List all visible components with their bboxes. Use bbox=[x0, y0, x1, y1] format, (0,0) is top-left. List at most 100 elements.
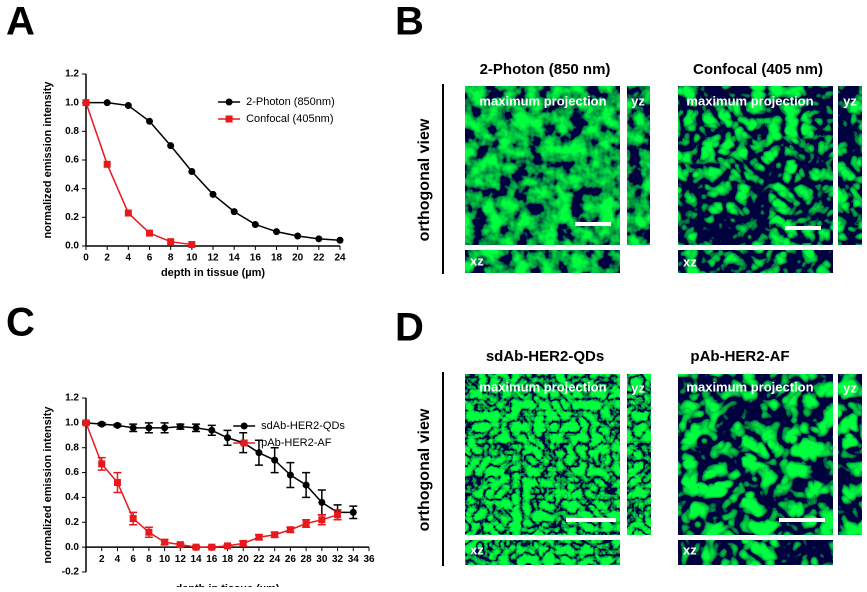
y-tick-label: 0.8 bbox=[65, 442, 79, 453]
y-tick-label: 0.8 bbox=[65, 126, 79, 137]
x-tick-label: 36 bbox=[363, 554, 375, 565]
x-tick-label: 16 bbox=[250, 253, 262, 264]
marker bbox=[286, 471, 294, 479]
marker bbox=[161, 424, 169, 432]
panel-label: B bbox=[395, 0, 424, 44]
y-tick-label: -0.2 bbox=[62, 567, 80, 578]
yz-label: yz bbox=[631, 380, 645, 395]
xz-label: xz bbox=[470, 253, 484, 268]
x-tick-label: 16 bbox=[206, 554, 218, 565]
marker bbox=[318, 498, 326, 506]
marker bbox=[302, 481, 310, 489]
xz-label: xz bbox=[470, 542, 484, 557]
marker bbox=[167, 238, 175, 246]
marker bbox=[192, 424, 200, 432]
series-line bbox=[85, 102, 192, 246]
x-tick-label: 4 bbox=[126, 253, 132, 264]
marker bbox=[336, 236, 344, 244]
x-tick-label: 20 bbox=[292, 253, 304, 264]
marker bbox=[98, 420, 106, 428]
marker bbox=[349, 508, 357, 516]
micrograph-yz bbox=[838, 374, 862, 535]
y-tick-label: 1.2 bbox=[65, 69, 79, 80]
micrograph-xz bbox=[678, 250, 833, 273]
legend-label: sdAb-HER2-QDs bbox=[261, 420, 345, 432]
marker bbox=[273, 228, 280, 236]
marker bbox=[145, 528, 153, 536]
yz-label: yz bbox=[843, 380, 857, 395]
image-overlay: maximum projection bbox=[686, 379, 813, 394]
y-tick-label: 1.0 bbox=[65, 417, 79, 428]
marker bbox=[224, 434, 231, 442]
yz-label: yz bbox=[631, 93, 645, 108]
y-tick-label: 0.4 bbox=[65, 492, 79, 503]
micrograph bbox=[678, 374, 833, 535]
micrograph-xz bbox=[465, 250, 620, 273]
x-axis-label: depth in tissue (µm) bbox=[161, 267, 265, 279]
marker bbox=[124, 209, 132, 217]
x-tick-label: 14 bbox=[190, 554, 202, 565]
micrograph bbox=[465, 86, 620, 245]
x-tick-label: 10 bbox=[186, 253, 198, 264]
micrograph-xz bbox=[465, 540, 620, 565]
marker bbox=[176, 541, 184, 549]
side-label: orthogonal view bbox=[416, 118, 433, 241]
image-title: 2-Photon (850 nm) bbox=[480, 61, 611, 78]
marker bbox=[82, 419, 90, 427]
micrograph-yz bbox=[627, 86, 650, 245]
y-tick-label: 0.2 bbox=[65, 517, 79, 528]
y-tick-label: 1.0 bbox=[65, 97, 79, 108]
x-tick-label: 6 bbox=[130, 554, 136, 565]
x-tick-label: 26 bbox=[285, 554, 297, 565]
y-tick-label: 0.6 bbox=[65, 155, 79, 166]
marker bbox=[129, 515, 137, 523]
marker bbox=[318, 516, 326, 524]
xz-label: xz bbox=[683, 254, 697, 269]
marker bbox=[286, 526, 294, 534]
scale-bar bbox=[575, 222, 611, 226]
y-axis-label: normalized emission intensity bbox=[42, 406, 54, 564]
image-title: pAb-HER2-AF bbox=[690, 348, 789, 365]
image-title: Confocal (405 nm) bbox=[693, 61, 823, 78]
x-tick-label: 32 bbox=[332, 554, 344, 565]
marker bbox=[208, 426, 216, 434]
x-tick-label: 12 bbox=[175, 554, 187, 565]
x-axis-label: depth in tissue (µm) bbox=[175, 583, 279, 587]
legend-marker bbox=[225, 98, 233, 106]
marker bbox=[192, 543, 200, 551]
marker bbox=[188, 167, 196, 175]
marker bbox=[230, 208, 238, 216]
x-tick-label: 18 bbox=[222, 554, 234, 565]
legend-label: pAb-HER2-AF bbox=[261, 437, 332, 449]
x-tick-label: 2 bbox=[99, 554, 105, 565]
scale-bar bbox=[566, 518, 616, 522]
x-tick-label: 12 bbox=[207, 253, 219, 264]
panel-label: A bbox=[6, 0, 35, 44]
x-tick-label: 18 bbox=[271, 253, 283, 264]
marker bbox=[146, 117, 153, 125]
x-tick-label: 8 bbox=[146, 554, 152, 565]
marker bbox=[302, 520, 310, 528]
x-tick-label: 22 bbox=[313, 253, 325, 264]
yz-label: yz bbox=[843, 93, 857, 108]
micrograph-xz bbox=[678, 540, 833, 565]
marker bbox=[251, 221, 259, 228]
x-tick-label: 22 bbox=[253, 554, 265, 565]
marker bbox=[161, 538, 169, 546]
marker bbox=[271, 531, 279, 539]
marker bbox=[334, 511, 342, 519]
marker bbox=[271, 456, 279, 464]
scale-bar bbox=[779, 518, 825, 522]
x-tick-label: 24 bbox=[269, 554, 281, 565]
legend-marker bbox=[240, 439, 248, 447]
marker bbox=[176, 423, 184, 431]
y-tick-label: 1.2 bbox=[65, 393, 79, 404]
x-tick-label: 34 bbox=[348, 554, 360, 565]
marker bbox=[188, 241, 196, 249]
panel-label: D bbox=[395, 306, 424, 350]
y-tick-label: 0.0 bbox=[65, 241, 79, 252]
micrograph-yz bbox=[838, 86, 862, 245]
x-tick-label: 20 bbox=[238, 554, 250, 565]
marker bbox=[113, 421, 121, 429]
